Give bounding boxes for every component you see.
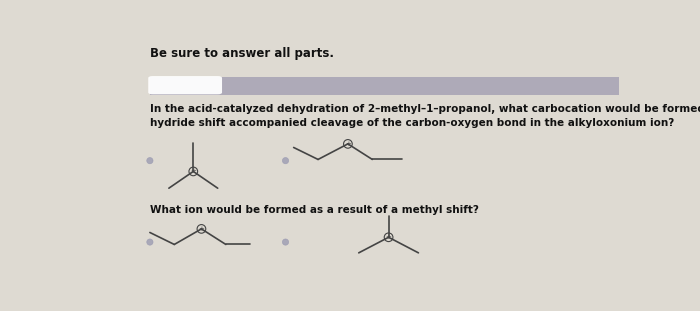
FancyBboxPatch shape [150, 77, 619, 95]
Text: +: + [190, 169, 196, 174]
Text: +: + [386, 234, 391, 240]
Text: Be sure to answer all parts.: Be sure to answer all parts. [150, 47, 334, 60]
Text: What ion would be formed as a result of a methyl shift?: What ion would be formed as a result of … [150, 205, 479, 215]
Text: +: + [345, 141, 351, 147]
Ellipse shape [282, 239, 288, 245]
Ellipse shape [147, 239, 153, 245]
FancyBboxPatch shape [148, 76, 222, 94]
Ellipse shape [147, 158, 153, 164]
Ellipse shape [282, 158, 288, 164]
Text: +: + [199, 226, 204, 232]
Text: In the acid-catalyzed dehydration of 2–methyl–1–propanol, what carbocation would: In the acid-catalyzed dehydration of 2–m… [150, 104, 700, 128]
